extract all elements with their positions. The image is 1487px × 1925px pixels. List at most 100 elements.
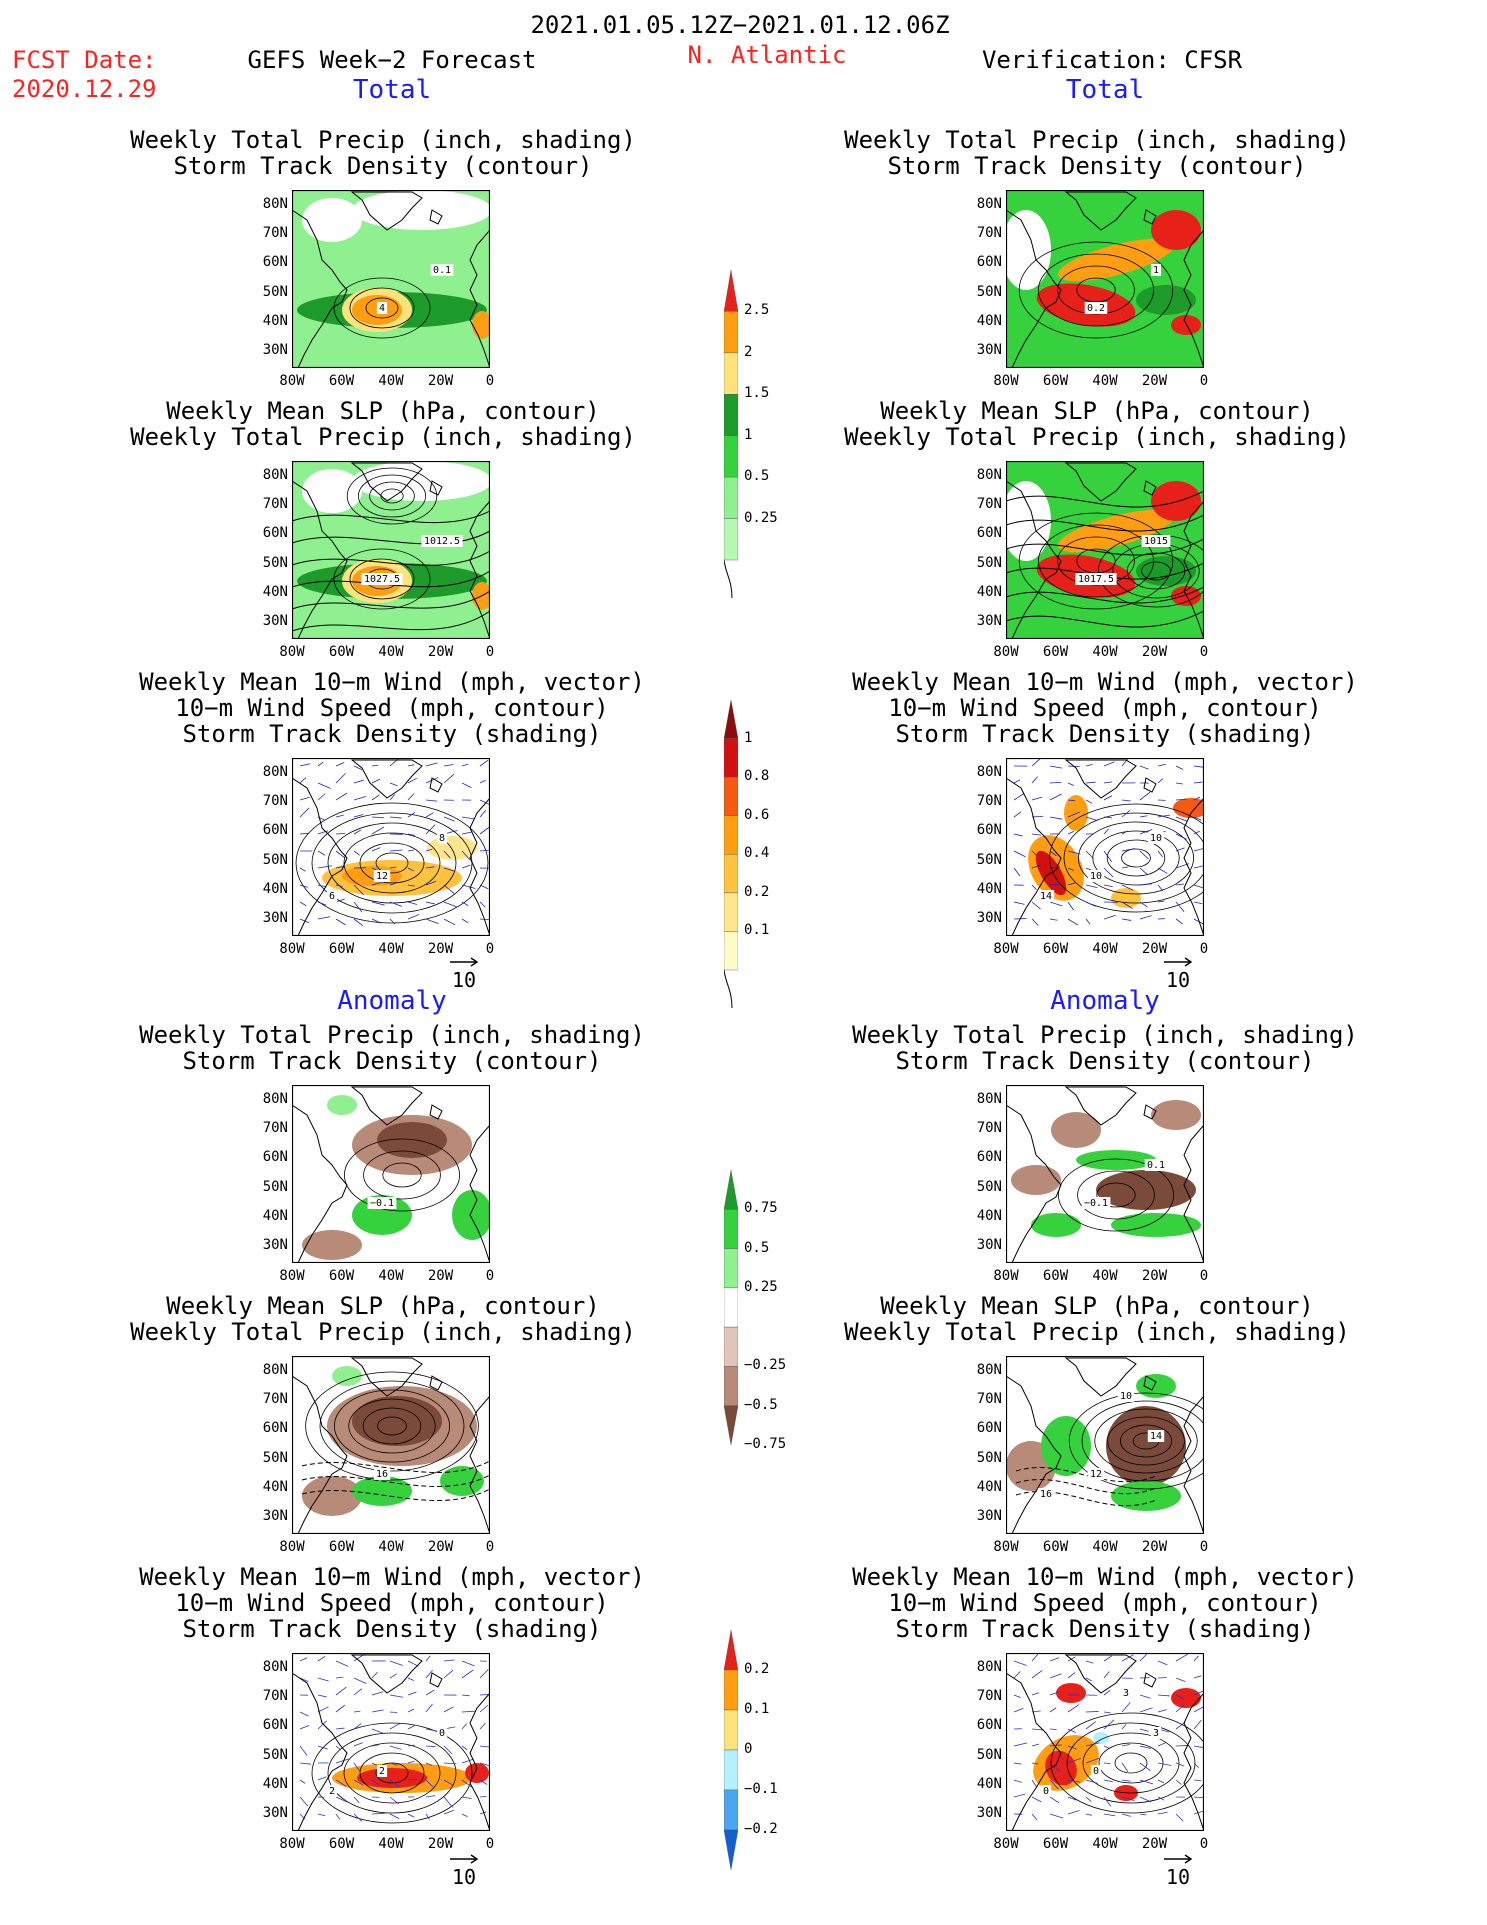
- contour-label: 1017.5: [1075, 573, 1117, 585]
- wind-vector: [317, 1677, 329, 1682]
- colorbar-segment: [723, 738, 739, 778]
- wind-vector: [1103, 761, 1115, 767]
- wind-vector: [371, 794, 380, 801]
- panel-title-gefs-anom-wind: Weekly Mean 10−m Wind (mph, vector) 10−m…: [139, 1563, 645, 1643]
- wind-vector: [299, 1762, 312, 1765]
- wind-vector: [1121, 1813, 1131, 1817]
- lat-tick-label: 60N: [262, 1420, 288, 1437]
- wind-speed-contour: [295, 802, 489, 924]
- wind-vector: [371, 1709, 384, 1713]
- precip-anomaly-shading: [1136, 1374, 1176, 1398]
- svg-text:1: 1: [1153, 265, 1159, 276]
- coastline-iceland: [429, 1375, 443, 1391]
- lat-tick-label: 30N: [976, 613, 1002, 629]
- wind-vector: [1103, 1711, 1111, 1714]
- coastline-iceland: [1143, 777, 1157, 793]
- coastline-north-america: [292, 209, 348, 368]
- contour-label: 3: [1150, 1727, 1162, 1739]
- map-frame: [292, 190, 490, 368]
- colorbar-segment: [723, 892, 739, 932]
- slp-anomaly-contour: [1015, 1467, 1157, 1483]
- map-panel-cfsr-anom-precip: −0.1 0.1: [1006, 1085, 1206, 1265]
- colorbar-label: 0.25: [744, 509, 778, 526]
- wind-vector: [1175, 816, 1188, 822]
- colorbar-label: −0.2: [744, 1821, 778, 1837]
- lon-tick-label: 20W: [1141, 941, 1168, 957]
- colorbar-label: 0.4: [744, 845, 770, 862]
- wind-vector: [389, 782, 398, 787]
- storm-track-anomaly-contour: [1058, 1158, 1174, 1232]
- wind-vector: [353, 1796, 360, 1804]
- slp-contour: [292, 610, 490, 632]
- wind-vector: [1193, 765, 1204, 768]
- wind-vector: [1067, 830, 1075, 835]
- wind-vector: [317, 916, 331, 920]
- wind-vector: [1175, 798, 1187, 801]
- storm-track-contour: [333, 277, 431, 339]
- wind-vector: [1067, 1810, 1080, 1815]
- wind-vector: [1049, 1691, 1059, 1696]
- wind-vector: [1193, 1655, 1199, 1662]
- panel-title-cfsr-total-wind: Weekly Mean 10−m Wind (mph, vector) 10−m…: [852, 668, 1358, 748]
- wind-vector: [1157, 850, 1163, 858]
- wind-vector: [389, 794, 395, 801]
- wind-vector: [1013, 833, 1023, 837]
- lon-tick-label: 40W: [378, 1836, 404, 1852]
- wind-vector: [317, 1706, 329, 1713]
- wind-vector: [335, 1813, 341, 1820]
- wind-vector: [299, 1725, 310, 1730]
- wind-vector: [1121, 1724, 1127, 1730]
- lon-tick-label: 80W: [993, 373, 1019, 389]
- wind-vector: [1067, 901, 1074, 911]
- map-frame: [1006, 461, 1204, 639]
- wind-vector: [1049, 1796, 1060, 1804]
- lat-tick-label: 30N: [262, 910, 288, 926]
- wind-vector: [317, 1720, 327, 1730]
- wind-vector: [1139, 883, 1152, 886]
- contour-label: −0.1: [367, 1197, 397, 1209]
- colorbar-label: −0.5: [744, 1396, 778, 1413]
- wind-vector: [1031, 1728, 1043, 1731]
- wind-vector: [1049, 1813, 1064, 1819]
- lon-tick-label: 60W: [1042, 644, 1069, 660]
- storm-track-anomaly-contour: [363, 1150, 441, 1200]
- section-total-right: Total: [1065, 75, 1145, 105]
- wind-vector: [479, 779, 486, 784]
- svg-text:10: 10: [1120, 1391, 1132, 1402]
- wind-speed-contour: [375, 852, 409, 874]
- colorbar-segment: [723, 1789, 739, 1831]
- coastline-iceland: [429, 480, 443, 496]
- wind-vector: [1049, 793, 1062, 801]
- wind-vector: [407, 812, 416, 818]
- wind-vector: [1121, 848, 1136, 852]
- contour-label: 16: [373, 1468, 391, 1480]
- wind-speed-anomaly-contour: [359, 1752, 425, 1794]
- wind-vector: [1121, 866, 1129, 869]
- slp-anomaly-contour: [334, 1389, 450, 1463]
- coastline-north-america: [1006, 1672, 1062, 1831]
- colorbar-segment: [723, 1749, 739, 1791]
- contour-label: 0: [1090, 1765, 1102, 1777]
- wind-vector: [335, 898, 345, 903]
- lon-tick-label: 0: [485, 941, 495, 957]
- wind-vector: [1067, 1758, 1081, 1764]
- storm-track-shading: [1173, 798, 1204, 818]
- wind-vector: [1103, 1779, 1113, 1783]
- precip-anomaly-shading: [1041, 1416, 1091, 1476]
- wind-vector: [335, 1779, 347, 1787]
- coastline-north-america: [292, 1672, 348, 1831]
- vector-reference-gefs-anom: 10: [450, 1854, 479, 1887]
- wind-vector: [479, 1704, 489, 1713]
- wind-vector: [1193, 830, 1201, 835]
- wind-vector: [1157, 763, 1166, 767]
- coastline-greenland: [1064, 191, 1137, 231]
- wind-vector: [335, 1686, 347, 1696]
- slp-contour: [369, 481, 415, 511]
- wind-vector: [1193, 1705, 1204, 1713]
- lon-tick-label: 80W: [993, 644, 1019, 660]
- wind-vector: [479, 1722, 486, 1730]
- wind-vector: [461, 1745, 468, 1751]
- coastline-north-america: [292, 1104, 348, 1263]
- wind-vector: [353, 850, 360, 856]
- wind-vector: [425, 799, 438, 802]
